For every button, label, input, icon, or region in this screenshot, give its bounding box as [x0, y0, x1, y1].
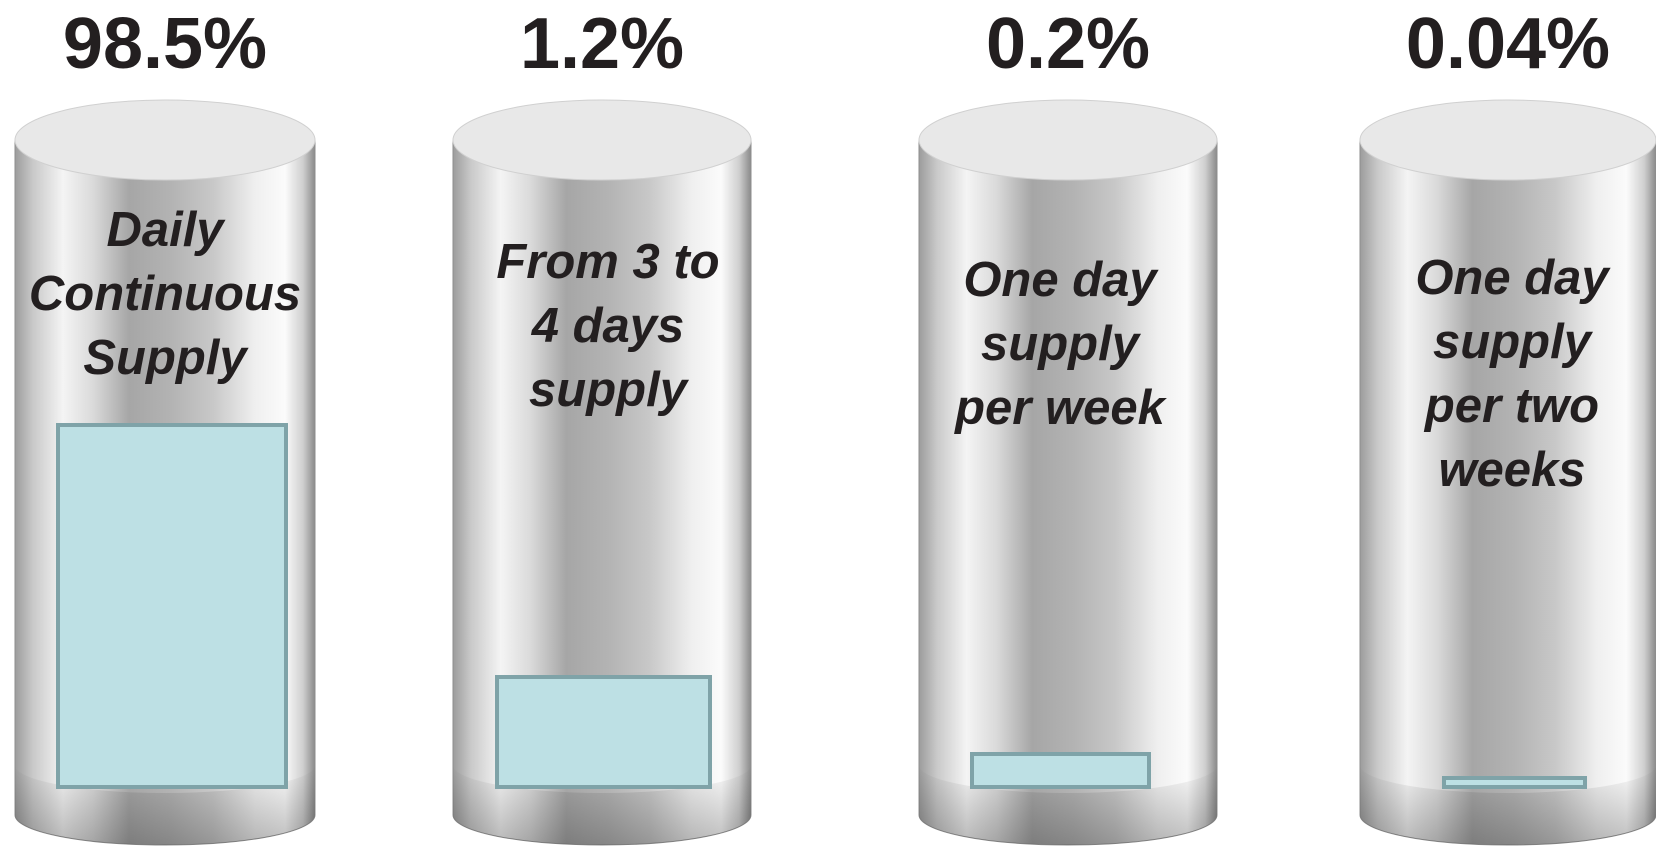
fill-layer — [56, 423, 1587, 789]
cylinder-base-2 — [453, 765, 751, 845]
category-label-3: One day supply per week — [953, 253, 1167, 435]
cylinder-base-1 — [15, 765, 315, 845]
label-layer: 98.5% Daily Continuous Supply 1.2% From 3 to 4… — [29, 4, 1611, 497]
cylinder-top-1 — [14, 99, 316, 181]
cylinder-base-4 — [1360, 765, 1656, 845]
cylinder-base-3 — [919, 765, 1217, 845]
category-label-1: Daily Continuous Supply — [29, 203, 301, 385]
fill-bar-4 — [1442, 776, 1587, 789]
cylinder-top-4 — [1359, 99, 1656, 181]
fill-bar-2 — [495, 675, 712, 789]
category-label-4: One day supply per two weeks — [1415, 251, 1611, 497]
percent-label-4: 0.04% — [1406, 4, 1610, 84]
cylinder-top-3 — [918, 99, 1218, 181]
fill-bar-3 — [970, 752, 1151, 789]
category-label-2: From 3 to 4 days supply — [496, 235, 719, 417]
percent-label-2: 1.2% — [520, 4, 684, 84]
cylinder-body-3 — [918, 139, 1218, 846]
percent-label-3: 0.2% — [986, 4, 1150, 84]
percent-label-1: 98.5% — [63, 4, 267, 84]
fill-bar-1 — [56, 423, 288, 789]
cylinder-top-2 — [452, 99, 752, 181]
